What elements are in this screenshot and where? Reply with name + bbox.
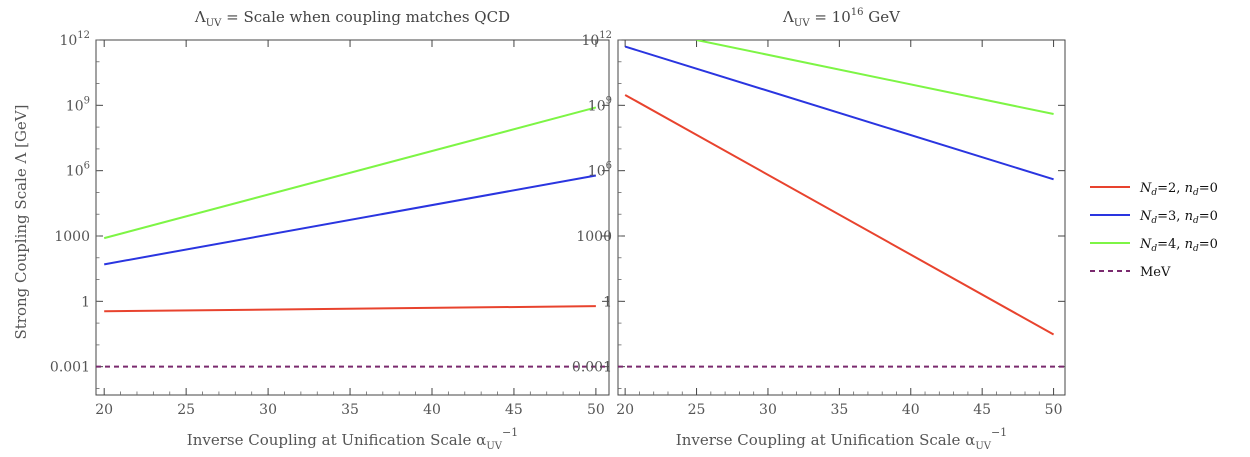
- x-axis-label: Inverse Coupling at Unification Scale αU…: [676, 426, 1007, 452]
- y-axis-label-group: Strong Coupling Scale Λ [GeV]: [12, 105, 30, 340]
- chart-title: ΛUV = Scale when coupling matches QCD: [194, 8, 510, 29]
- y-tick-label: 109: [588, 95, 612, 114]
- series-line-nd4: [103, 106, 597, 240]
- y-tick-label: 1000: [54, 229, 90, 245]
- chart-panel-left: ΛUV = Scale when coupling matches QCD 20 2…: [50, 8, 610, 452]
- legend-label: Nd=4, nd=0: [1139, 237, 1218, 254]
- y-tick-label: 1: [603, 294, 612, 310]
- y-tick-label: 109: [66, 95, 90, 114]
- y-tick-label: 0.001: [572, 360, 612, 376]
- y-tick-label: 1: [81, 294, 90, 310]
- x-tick-label: 20: [95, 402, 113, 418]
- legend-label: MeV: [1140, 265, 1171, 280]
- y-tick-label: 106: [588, 161, 612, 180]
- y-tick-label: 1012: [59, 30, 90, 49]
- legend-label: Nd=3, nd=0: [1139, 209, 1218, 226]
- x-axis-label: Inverse Coupling at Unification Scale αU…: [187, 426, 518, 452]
- x-tick-label: 40: [423, 402, 441, 418]
- plot-frame: [95, 39, 610, 396]
- series-line-nd2: [624, 94, 1055, 336]
- x-tick-label: 50: [587, 402, 605, 418]
- x-tick-label: 35: [341, 402, 359, 418]
- x-tick-label: 35: [830, 402, 848, 418]
- x-tick-label: 25: [177, 402, 195, 418]
- legend-item-nd4: Nd=4, nd=0: [1090, 237, 1218, 254]
- legend-label: Nd=2, nd=0: [1139, 181, 1218, 198]
- chart-title: ΛUV = 1016 GeV: [782, 7, 901, 29]
- series-line-nd2: [104, 305, 596, 313]
- series-line-nd3: [104, 174, 597, 266]
- series-line-nd4: [696, 40, 1054, 115]
- y-tick-label: 0.001: [50, 360, 90, 376]
- chart-panel-right: ΛUV = 1016 GeV 20 25 30 35 40 45 50 0.001 1 1000 10…: [572, 7, 1066, 452]
- x-tick-label: 20: [616, 402, 634, 418]
- x-tick-label: 50: [1045, 402, 1063, 418]
- y-tick-label: 1000: [576, 229, 612, 245]
- y-tick-label: 1012: [581, 30, 612, 49]
- x-tick-label: 30: [759, 402, 777, 418]
- series-group: [96, 106, 609, 368]
- legend-item-nd2: Nd=2, nd=0: [1090, 181, 1218, 198]
- y-tick-label: 106: [66, 161, 90, 180]
- plot-frame: [617, 39, 1066, 396]
- x-tick-label: 40: [902, 402, 920, 418]
- x-tick-label: 45: [973, 402, 991, 418]
- x-tick-label: 25: [688, 402, 706, 418]
- series-line-nd3: [624, 45, 1054, 181]
- y-axis-label: Strong Coupling Scale Λ [GeV]: [12, 105, 30, 340]
- legend: Nd=2, nd=0 Nd=3, nd=0 Nd=4, nd=0 MeV: [1090, 181, 1218, 280]
- legend-item-nd3: Nd=3, nd=0: [1090, 209, 1218, 226]
- legend-item-mev: MeV: [1090, 265, 1171, 280]
- series-group: [618, 40, 1065, 368]
- x-tick-label: 30: [259, 402, 277, 418]
- x-tick-label: 45: [505, 402, 523, 418]
